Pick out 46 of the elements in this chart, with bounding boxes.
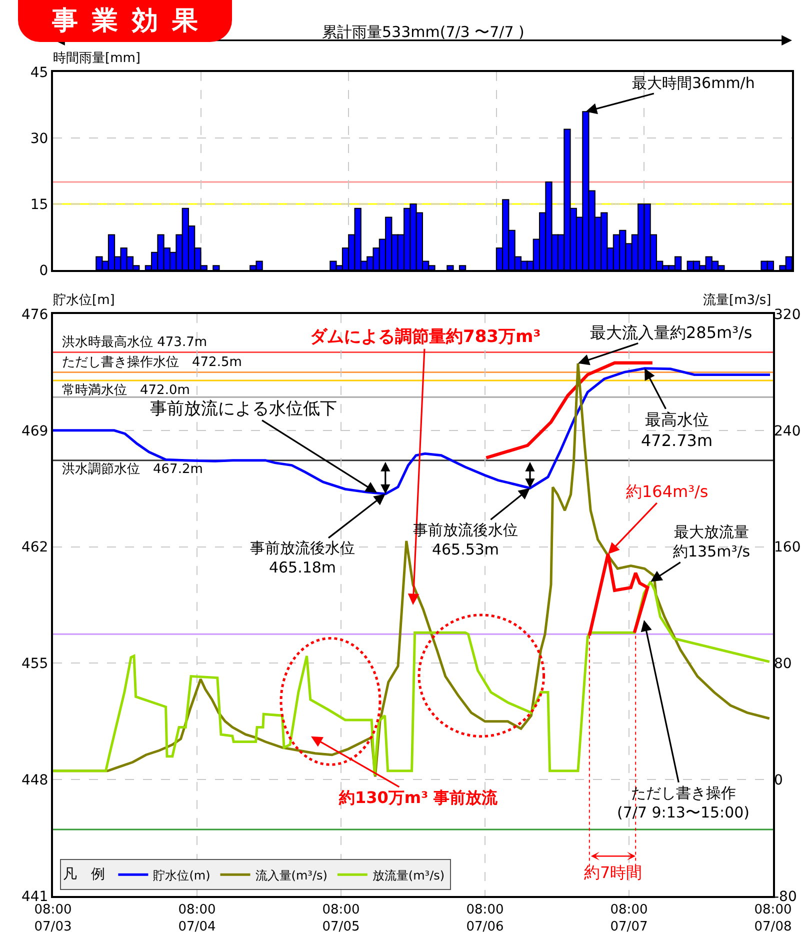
y-tick-label: 455 [21,656,48,672]
y-tick-label: 448 [21,772,48,788]
annotation: 事前放流による水位低下 [150,399,337,419]
y2-tick-label: -80 [774,888,797,905]
y-tick-label: 0 [39,262,48,279]
legend-title: 凡 例 [63,866,106,882]
annotation: ただし書き操作 (7/7 9:13〜15:00) [617,784,750,822]
y2-axis-title: 流量[m3/s] [703,292,772,308]
annotation: 最大放流量約135m³/s [673,523,750,560]
ref-line-label: 常時満水位 472.0m [62,383,190,398]
x-tick-label: 08:00 07/03 [34,902,72,934]
y-axis-title: 貯水位[m] [53,293,115,308]
ref-line-label: 洪水調節水位 467.2m [62,462,203,477]
legend-label: 放流量(m³/s) [372,868,445,882]
ref-line-label: ただし書き操作水位 472.5m [62,355,242,370]
annotation: 約130万m³ 事前放流 [338,788,499,807]
chart-title: 事業効果 [18,0,232,42]
annotation: 最高水位 472.73m [641,410,713,450]
y-axis-title: 時間雨量[mm] [53,51,140,66]
text: 累計雨量533mm(7/3 〜7/7 ) [322,23,524,41]
y-tick-label: 15 [30,196,48,213]
y2-tick-label: 320 [774,306,801,323]
legend-label: 貯水位(m) [153,868,210,882]
y-tick-label: 462 [21,540,48,556]
x-tick-label: 08:00 07/06 [466,902,504,934]
y-tick-label: 469 [21,423,48,440]
y2-tick-label: 160 [774,540,801,556]
y2-tick-label: 240 [774,423,801,440]
x-tick-label: 08:00 07/05 [322,902,360,934]
annotation: 最大時間36mm/h [632,74,755,92]
y-tick-label: 45 [30,64,48,81]
y2-tick-label: 80 [774,656,792,672]
annotation: 約164m³/s [626,482,708,501]
x-tick-label: 08:00 07/07 [610,902,648,934]
y-tick-label: 30 [30,130,48,147]
y2-tick-label: 0 [774,772,783,788]
y-tick-label: 441 [21,888,48,905]
x-tick-label: 08:00 07/08 [754,902,792,934]
ref-line-label: 洪水時最高水位 473.7m [62,334,208,350]
annotation: ダムによる調節量約783万m³ [310,327,541,347]
y-tick-label: 476 [21,306,48,323]
annotation: 最大流入量約285m³/s [590,323,752,342]
annotation: 事前放流後水位 465.18m [250,539,355,576]
x-tick-label: 08:00 07/04 [178,902,216,934]
legend-label: 流入量(m³/s) [255,868,328,882]
annotation: 約7時間 [584,863,642,882]
